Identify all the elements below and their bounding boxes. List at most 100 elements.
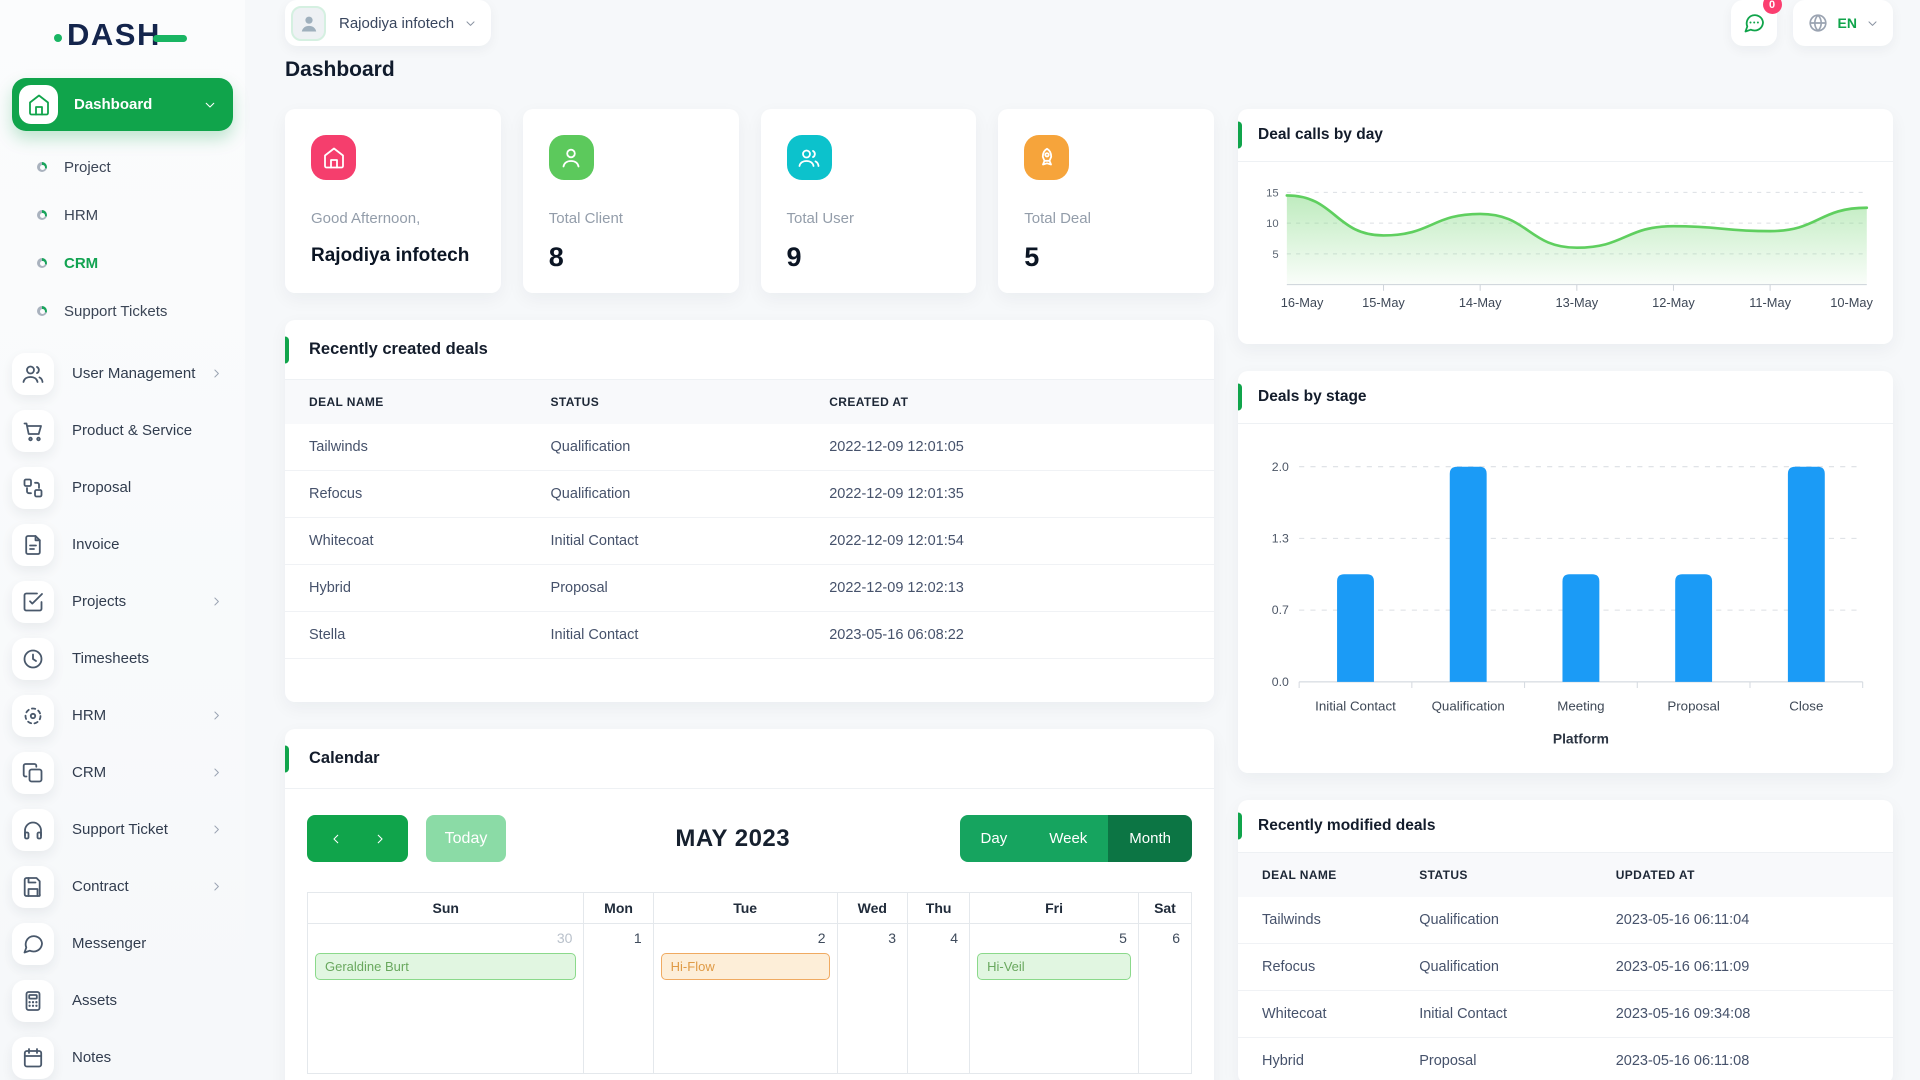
calendar-event[interactable]: Geraldine Burt [315, 953, 577, 980]
calendar-day-cell[interactable]: 6 [1137, 923, 1193, 1074]
table-cell: Whitecoat [285, 517, 527, 565]
table-cell: Proposal [526, 564, 806, 612]
calendar-day-cell[interactable]: 2 Hi-Flow [652, 923, 838, 1074]
svg-text:Qualification: Qualification [1432, 698, 1505, 713]
date-number: 3 [888, 930, 897, 946]
weekday-header: Sat [1137, 892, 1193, 924]
sidebar-item-messenger[interactable]: Messenger [0, 915, 245, 972]
calendar-day-cell[interactable]: 4 [907, 923, 971, 1074]
table-row: Hybrid Proposal 2022-12-09 12:02:13 [285, 564, 1214, 612]
sidebar-item-support-ticket[interactable]: Support Ticket [0, 801, 245, 858]
calendar-event[interactable]: Hi-Flow [660, 953, 830, 980]
sidebar-item-contract[interactable]: Contract [0, 858, 245, 915]
calendar-view-week-button[interactable]: Week [1028, 815, 1109, 862]
svg-text:5: 5 [1272, 249, 1278, 261]
svg-text:Close: Close [1789, 698, 1823, 713]
weekday-header: Wed [836, 892, 909, 924]
date-number: 2 [817, 930, 826, 946]
today-button[interactable]: Today [426, 815, 506, 862]
chat-icon [1742, 11, 1766, 35]
svg-text:15: 15 [1266, 187, 1279, 199]
prev-month-button[interactable] [329, 832, 343, 846]
calendar-view-month-button[interactable]: Month [1108, 815, 1192, 862]
sidebar-item-user-management[interactable]: User Management [0, 345, 245, 402]
sidebar-item-notes[interactable]: Notes [0, 1029, 245, 1080]
language-selector[interactable]: EN [1792, 0, 1893, 46]
table-cell: 2023-05-16 09:34:08 [1591, 990, 1893, 1038]
home-icon [19, 85, 58, 124]
sidebar-subitem-project[interactable]: Project [0, 143, 245, 191]
calendar-event[interactable]: Hi-Veil [977, 953, 1131, 980]
page-content: Dashboard Good Afternoon, Rajodiya infot… [245, 46, 1920, 1080]
bullet-ring-icon [37, 210, 47, 220]
copy-icon [12, 751, 54, 794]
column-header: Deal Name [1238, 853, 1396, 898]
table-cell: 2022-12-09 12:01:54 [805, 517, 1214, 565]
weekday-header: Sun [306, 892, 585, 924]
table-cell: 2023-05-16 06:08:22 [805, 611, 1214, 658]
sidebar-item-projects[interactable]: Projects [0, 573, 245, 630]
next-month-button[interactable] [373, 832, 387, 846]
table-cell: Tailwinds [1262, 912, 1321, 929]
date-number: 6 [1172, 930, 1180, 946]
right-column: Deal calls by day 5 10 15 16-May 15-May 14-Ma… [1238, 109, 1893, 1080]
stat-value: 5 [1024, 242, 1040, 272]
svg-text:Initial Contact: Initial Contact [1315, 698, 1396, 713]
sidebar-item-crm[interactable]: CRM [0, 744, 245, 801]
company-selector[interactable]: Rajodiya infotech [285, 0, 492, 46]
column-header: Created At [805, 380, 1214, 424]
table-cell: Qualification [1395, 943, 1592, 991]
calendar-day-cell[interactable]: 30 Geraldine Burt [306, 923, 585, 1074]
sidebar-item-proposal[interactable]: Proposal [0, 459, 245, 516]
table-cell: 2022-12-09 12:01:35 [805, 470, 1214, 518]
sidebar-subitem-crm[interactable]: CRM [0, 239, 245, 287]
recently-created-deals-card: Recently created deals Deal Name Status Cr… [285, 320, 1214, 702]
svg-text:1.3: 1.3 [1272, 531, 1289, 545]
cart-icon [12, 409, 54, 452]
invoice-icon [12, 523, 54, 566]
svg-text:10: 10 [1266, 218, 1279, 230]
total-user-card: Total User 9 [760, 109, 977, 293]
total-client-card: Total Client 8 [522, 109, 739, 293]
table-cell: Refocus [285, 470, 527, 518]
table-cell: 2022-12-09 12:02:13 [805, 564, 1214, 612]
calendar-view-day-button[interactable]: Day [959, 815, 1029, 862]
top-header: Rajodiya infotech 0 EN [245, 0, 1920, 46]
stat-label: Good Afternoon, [311, 210, 421, 227]
sidebar-item-assets[interactable]: Assets [0, 972, 245, 1029]
sidebar-item-hrm[interactable]: HRM [0, 687, 245, 744]
sidebar-subitem-support-tickets[interactable]: Support Tickets [0, 287, 245, 335]
calendar-day-cell[interactable]: 1 [583, 923, 654, 1074]
table-cell: Qualification [526, 470, 806, 518]
messages-button[interactable]: 0 [1730, 0, 1782, 46]
sidebar-subitem-hrm[interactable]: HRM [0, 191, 245, 239]
date-number: 5 [1119, 930, 1127, 946]
calendar-day-cell[interactable]: 3 [836, 923, 909, 1074]
section-title: Calendar [285, 729, 1214, 789]
sidebar-item-product-service[interactable]: Product & Service [0, 402, 245, 459]
weekday-header: Fri [969, 892, 1139, 924]
rocket-icon [1024, 135, 1070, 180]
sidebar-item-invoice[interactable]: Invoice [0, 516, 245, 573]
table-row: Whitecoat Initial Contact 2022-12-09 12:01… [285, 517, 1214, 565]
svg-text:11-May: 11-May [1749, 295, 1791, 310]
sidebar-item-timesheets[interactable]: Timesheets [0, 630, 245, 687]
table-cell: Initial Contact [1395, 990, 1592, 1038]
column-header: Status [1395, 853, 1592, 898]
svg-text:14-May: 14-May [1459, 295, 1502, 310]
table-cell: Hybrid [1238, 1037, 1396, 1080]
sidebar: DASH Dashboard Project HRM CRM Support Tick… [0, 0, 245, 1080]
left-column: Good Afternoon, Rajodiya infotech Total … [285, 109, 1214, 1080]
chevron-down-icon [464, 17, 477, 30]
brand-logo[interactable]: DASH [0, 0, 245, 70]
chevron-down-icon [1866, 17, 1879, 30]
calendar-day-cell[interactable]: 5 Hi-Veil [969, 923, 1139, 1074]
recently-modified-deals-table: Deal Name Status Updated At Tailwinds Qualif… [1238, 853, 1893, 1080]
calculator-icon [12, 979, 54, 1022]
table-row: Stella Initial Contact 2023-05-16 06:08:22 [285, 611, 1214, 658]
weekday-header: Mon [583, 892, 654, 924]
bullet-ring-icon [37, 258, 47, 268]
svg-text:16-May: 16-May [1281, 295, 1324, 310]
sidebar-item-dashboard[interactable]: Dashboard [12, 78, 233, 131]
bar-chart-svg: 0.0 0.7 1.3 2.0 Initial Contact Qualification… [1272, 459, 1864, 746]
